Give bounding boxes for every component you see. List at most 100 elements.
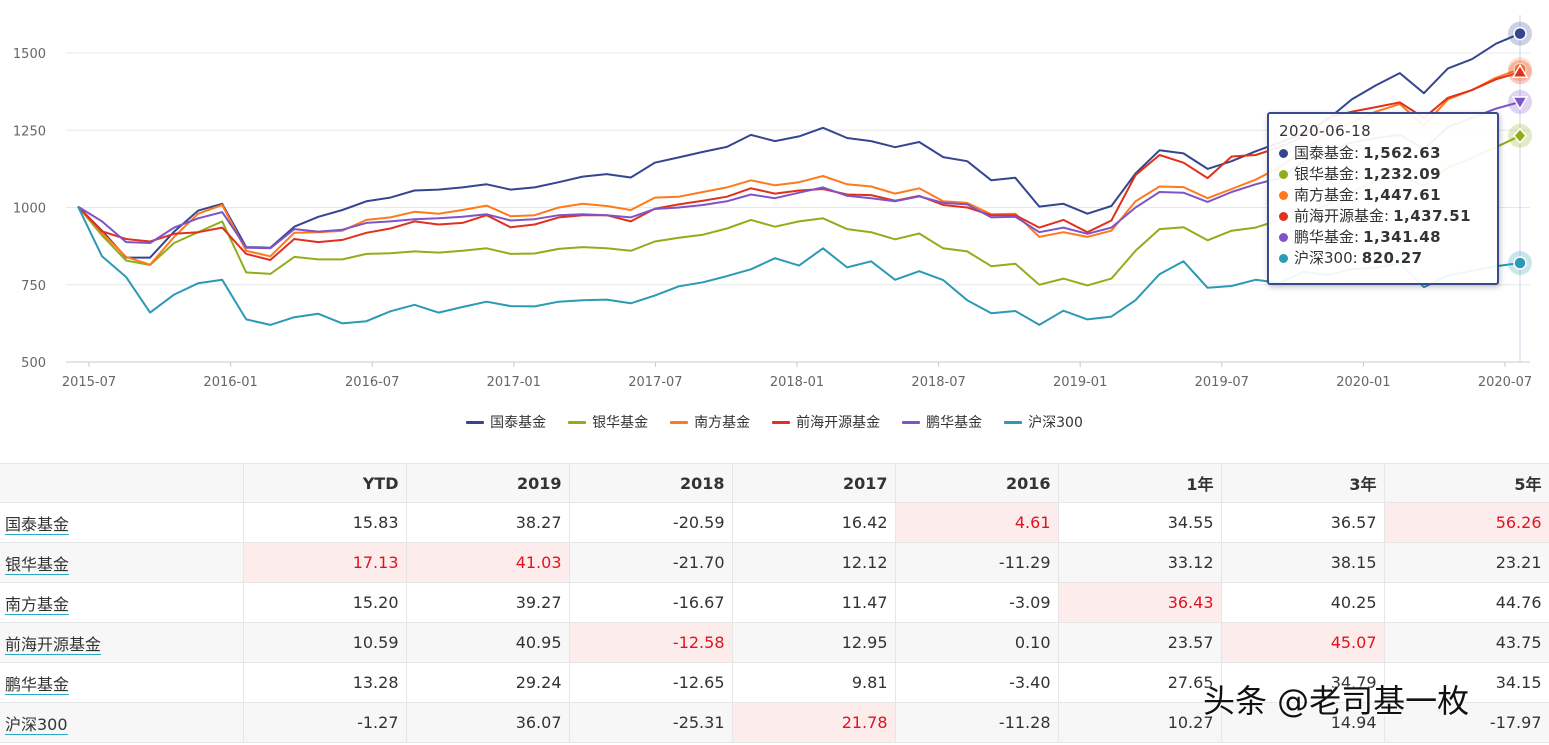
fund-name-link[interactable]: 沪深300 [5,714,68,735]
tooltip-row: 沪深300: 820.27 [1279,248,1487,269]
table-cell: 0.10 [895,622,1059,663]
x-tick-label: 2019-01 [1053,375,1107,390]
fund-name-link[interactable]: 银华基金 [5,554,70,575]
legend-swatch-nanfang [670,420,689,424]
table-cell: -25.31 [569,702,733,743]
table-cell: 16.42 [732,502,896,543]
table-cell: -11.29 [895,542,1059,583]
table-cell: -11.28 [895,702,1059,743]
legend-item-nanfang[interactable]: 南方基金 [670,412,750,432]
table-row: 沪深300 -1.27 36.07 -25.31 21.78 -11.28 10.27 14.… [0,702,1549,743]
data-point [1511,63,1529,79]
table-cell: 27.65 [1058,662,1222,703]
legend-item-qianhai[interactable]: 前海开源基金 [772,412,880,432]
table-header-cell[interactable]: 1年 [1058,463,1222,503]
table-row: 银华基金 17.13 41.03 -21.70 12.12 -11.29 33.12 38.1… [0,542,1549,583]
tooltip-dot [1279,149,1288,158]
table-cell: -12.65 [569,662,733,703]
y-tick-label: 1500 [13,47,46,62]
fund-name-cell: 银华基金 [0,542,244,583]
table-cell: 40.95 [406,622,570,663]
table-cell: -1.27 [243,702,407,743]
table-cell: 10.59 [243,622,407,663]
table-cell: -21.70 [569,542,733,583]
table-cell: 23.57 [1058,622,1222,663]
table-header-cell[interactable]: 2018 [569,463,733,503]
fund-name-cell: 南方基金 [0,582,244,623]
legend-swatch-qianhai [772,420,791,424]
table-cell: 34.79 [1221,662,1385,703]
data-point [1513,26,1527,41]
table-header-cell[interactable]: 2017 [732,463,896,503]
tooltip-value: 1,232.09 [1363,165,1442,183]
table-cell: 29.24 [406,662,570,703]
x-tick-label: 2020-01 [1336,375,1390,390]
x-tick-label: 2019-07 [1195,375,1249,390]
table-cell: 23.21 [1384,542,1549,583]
table-cell: 38.15 [1221,542,1385,583]
fund-name-cell: 国泰基金 [0,502,244,543]
x-tick-label: 2017-07 [628,375,682,390]
fund-name-link[interactable]: 南方基金 [5,594,70,615]
table-cell: 41.03 [406,542,570,583]
y-tick-label: 750 [21,279,46,294]
table-cell: -17.97 [1384,702,1549,743]
chart-tooltip: 2020-06-18 国泰基金: 1,562.63 银华基金: 1,232.09… [1267,112,1499,285]
fund-name-link[interactable]: 鹏华基金 [5,674,70,695]
tooltip-row: 银华基金: 1,232.09 [1279,164,1487,185]
tooltip-value: 1,447.61 [1363,186,1442,204]
table-cell: 17.13 [243,542,407,583]
table-cell: 12.12 [732,542,896,583]
legend-item-penghua[interactable]: 鹏华基金 [902,412,982,432]
table-header-cell [0,463,244,503]
tooltip-dot [1279,254,1288,263]
table-cell: 36.43 [1058,582,1222,623]
tooltip-date: 2020-06-18 [1279,122,1372,140]
x-tick-label: 2017-01 [487,375,541,390]
table-cell: 21.78 [732,702,896,743]
legend-item-hs300[interactable]: 沪深300 [1004,412,1083,432]
tooltip-dot [1279,170,1288,179]
table-row: 国泰基金 15.83 38.27 -20.59 16.42 4.61 34.55 36.57 5… [0,502,1549,543]
table-header-cell[interactable]: 3年 [1221,463,1385,503]
table-cell: 15.20 [243,582,407,623]
chart-legend: 国泰基金 银华基金 南方基金 前海开源基金 鹏华基金 沪深300 [0,412,1549,432]
table-header-cell[interactable]: 2019 [406,463,570,503]
table-cell: 14.94 [1221,702,1385,743]
table-cell: -3.40 [895,662,1059,703]
legend-swatch-penghua [902,420,921,424]
table-header-cell[interactable]: 5年 [1384,463,1549,503]
legend-label-penghua: 鹏华基金 [926,415,983,431]
table-cell: 33.12 [1058,542,1222,583]
fund-name-link[interactable]: 国泰基金 [5,514,70,535]
table-header-cell[interactable]: YTD [243,463,407,503]
x-tick-label: 2018-01 [770,375,824,390]
table-cell: 44.76 [1384,582,1549,623]
legend-item-guotai[interactable]: 国泰基金 [466,412,546,432]
table-cell: 12.95 [732,622,896,663]
legend-label-hs300: 沪深300 [1028,415,1083,431]
tooltip-row: 鹏华基金: 1,341.48 [1279,227,1487,248]
tooltip-label: 鹏华基金: [1294,228,1360,246]
legend-label-yinhua: 银华基金 [592,415,649,431]
table-cell: 36.57 [1221,502,1385,543]
data-point [1513,256,1527,270]
table-cell: 9.81 [732,662,896,703]
fund-name-cell: 鹏华基金 [0,662,244,703]
tooltip-label: 南方基金: [1294,186,1360,204]
watermark: 头条 @老司基一枚 [1203,682,1470,720]
tooltip-dot [1279,191,1288,200]
table-row: 前海开源基金 10.59 40.95 -12.58 12.95 0.10 23.57 45.0… [0,622,1549,663]
legend-item-yinhua[interactable]: 银华基金 [568,412,648,432]
table-cell: 43.75 [1384,622,1549,663]
fund-name-link[interactable]: 前海开源基金 [5,634,102,655]
table-cell: 34.55 [1058,502,1222,543]
fund-name-cell: 沪深300 [0,702,244,743]
tooltip-dot [1279,212,1288,221]
table-header-cell[interactable]: 2016 [895,463,1059,503]
tooltip-label: 沪深300: [1294,249,1358,267]
table-cell: 4.61 [895,502,1059,543]
table-cell: 38.27 [406,502,570,543]
table-cell: -12.58 [569,622,733,663]
table-cell: 36.07 [406,702,570,743]
